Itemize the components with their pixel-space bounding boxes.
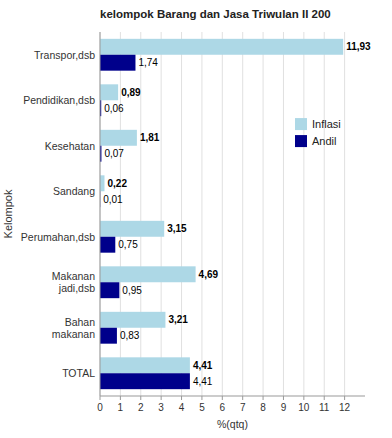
y-tick-label: Transpor,dsb: [34, 49, 95, 61]
data-label: 1,81: [140, 132, 160, 143]
y-tick-label-line: Perumahan,dsb: [21, 231, 95, 243]
y-tick-label: Bahanmakanan: [52, 316, 95, 340]
grid-line: [242, 32, 243, 396]
legend-label: Inflasi: [312, 118, 341, 130]
bar: [100, 312, 165, 328]
bar: [100, 84, 118, 100]
data-label: 4,41: [193, 360, 213, 371]
y-tick-label: Kesehatan: [45, 140, 95, 152]
x-tick-label: 3: [158, 402, 164, 413]
x-tick: [100, 396, 101, 400]
y-tick-label-line: makanan: [52, 328, 95, 340]
x-tick: [140, 396, 141, 400]
bar: [100, 328, 117, 344]
data-label: 0,22: [107, 178, 127, 189]
data-label: 11,93: [346, 41, 371, 52]
grid-line: [201, 32, 202, 396]
data-label: 0,06: [104, 103, 124, 114]
bar: [100, 130, 137, 146]
data-label: 0,01: [103, 194, 123, 205]
data-label: 4,41: [193, 376, 213, 387]
y-tick-label: Pendidikan,dsb: [23, 94, 95, 106]
x-tick-label: 2: [138, 402, 144, 413]
bar: [100, 282, 119, 298]
data-label: 0,07: [104, 148, 124, 159]
bar: [100, 175, 104, 191]
x-tick: [344, 396, 345, 400]
bar: [100, 237, 115, 253]
x-tick-label: 8: [260, 402, 266, 413]
x-tick-label: 12: [339, 402, 351, 413]
x-tick: [222, 396, 223, 400]
y-tick-label-line: Makanan: [52, 270, 95, 282]
x-tick-label: 0: [97, 402, 103, 413]
data-label: 3,21: [168, 314, 188, 325]
grid-line: [283, 32, 284, 396]
y-tick-label-line: Bahan: [65, 316, 96, 328]
y-tick-label-line: Kesehatan: [45, 140, 95, 152]
y-tick-label-line: jadi,dsb: [58, 282, 95, 294]
legend-swatch: [295, 118, 307, 130]
bar: [100, 357, 190, 373]
legend-swatch: [295, 135, 307, 147]
bar: [100, 221, 164, 237]
x-tick-label: 1: [118, 402, 124, 413]
x-tick: [201, 396, 202, 400]
y-axis: [100, 32, 101, 396]
grid-line: [324, 32, 325, 396]
y-tick-label-line: TOTAL: [62, 367, 95, 379]
grid-line: [100, 32, 101, 396]
data-label: 0,89: [121, 87, 141, 98]
bar: [100, 39, 343, 55]
x-tick: [303, 396, 304, 400]
data-label: 0,95: [122, 285, 142, 296]
x-tick: [242, 396, 243, 400]
title: kelompok Barang dan Jasa Triwulan II 200: [100, 8, 331, 20]
bar: [100, 373, 190, 389]
chart: 01234567891011124,413,214,693,150,221,81…: [0, 0, 392, 438]
legend-label: Andil: [312, 135, 336, 147]
y-tick-label: TOTAL: [62, 367, 95, 379]
grid-line: [263, 32, 264, 396]
bars: [100, 39, 343, 389]
x-tick: [263, 396, 264, 400]
grid-line: [222, 32, 223, 396]
y-axis-label: Kelompok: [2, 189, 14, 238]
x-tick: [283, 396, 284, 400]
data-label: 0,75: [118, 239, 138, 250]
bar: [100, 266, 196, 282]
grid-line: [161, 32, 162, 396]
grid-line: [181, 32, 182, 396]
data-label: 0,83: [120, 330, 140, 341]
x-tick: [324, 396, 325, 400]
x-tick: [120, 396, 121, 400]
grid-line: [303, 32, 304, 396]
y-tick-label-line: Transpor,dsb: [34, 49, 95, 61]
data-label: 1,74: [138, 57, 158, 68]
x-tick: [161, 396, 162, 400]
x-tick-label: 9: [281, 402, 287, 413]
x-tick-label: 10: [298, 402, 310, 413]
x-tick-label: 7: [240, 402, 246, 413]
data-label: 4,69: [199, 269, 219, 280]
x-tick-label: 4: [179, 402, 185, 413]
y-tick-label-line: Pendidikan,dsb: [23, 94, 95, 106]
x-tick-label: 6: [220, 402, 226, 413]
x-tick-label: 11: [319, 402, 330, 413]
y-tick-label: Perumahan,dsb: [21, 231, 95, 243]
grid-line: [344, 32, 345, 396]
x-axis-label: %(qtq): [217, 418, 248, 430]
y-tick-label: Makananjadi,dsb: [52, 270, 95, 294]
bar: [100, 55, 135, 71]
y-tick-label-line: Sandang: [53, 185, 95, 197]
x-axis: [100, 396, 365, 397]
x-tick-label: 5: [199, 402, 205, 413]
x-tick: [181, 396, 182, 400]
data-label: 3,15: [167, 223, 187, 234]
y-tick-label: Sandang: [53, 185, 95, 197]
legend: Inflasi Andil: [295, 118, 341, 147]
